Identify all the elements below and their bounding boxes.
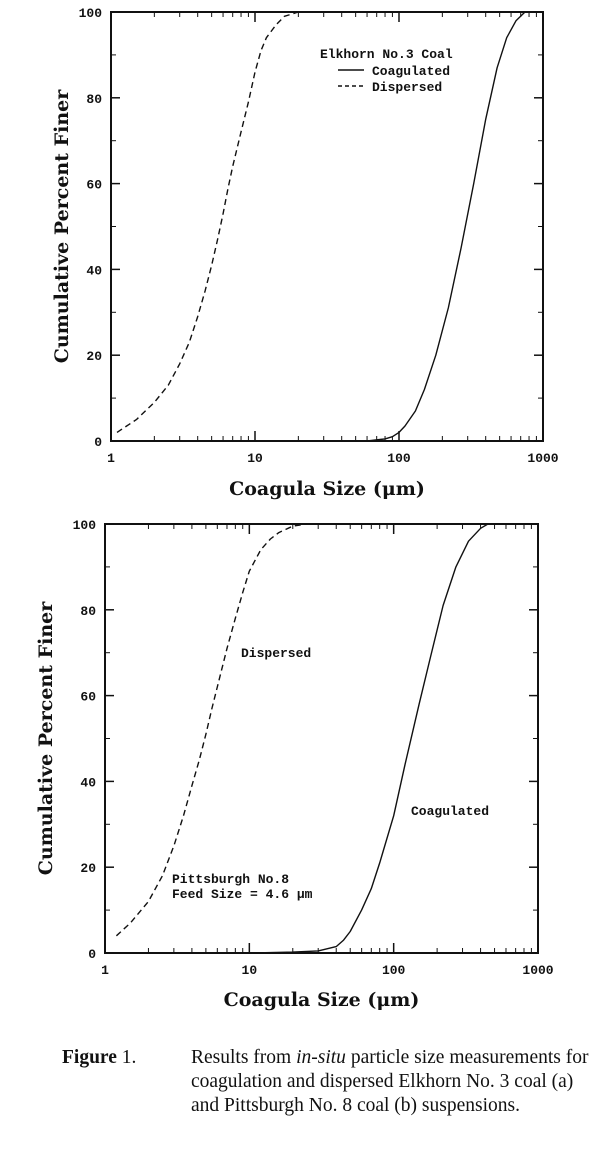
y-tick-label: 60 — [80, 690, 96, 705]
series-line-coagulated — [249, 523, 489, 954]
x-tick-label: 1000 — [522, 963, 553, 978]
caption-text: Results from in-situ particle size measu… — [191, 1046, 602, 1118]
caption-figure-number: 1. — [116, 1047, 137, 1068]
y-tick-label: 80 — [80, 604, 96, 619]
x-tick-label: 100 — [387, 451, 411, 466]
annotation-sample-name: Pittsburgh No.8 — [172, 872, 289, 887]
caption-text-end: particle size measurements for coagulati… — [191, 1047, 589, 1116]
y-axis-title: Cumulative Percent Finer — [51, 89, 73, 363]
y-tick-label: 100 — [73, 518, 97, 533]
legend-label-dispersed: Dispersed — [372, 80, 442, 95]
y-tick-label: 100 — [79, 6, 103, 21]
chart-panel-a: 0 20 40 60 80 100 1 10 100 1000 Coagula Size (μm) C… — [51, 6, 559, 500]
series-line-dispersed — [115, 523, 307, 937]
figure-caption: Figure 1. Results from in-situ particle … — [62, 1046, 602, 1118]
x-tick-label: 10 — [247, 451, 263, 466]
caption-label: Figure 1. — [62, 1046, 192, 1070]
plot-frame — [104, 523, 539, 954]
x-axis-title: Coagula Size (μm) — [229, 478, 425, 500]
label-coagulated: Coagulated — [411, 804, 489, 819]
caption-figure-word: Figure — [62, 1047, 117, 1068]
annotation-feed-size: Feed Size = 4.6 μm — [172, 887, 313, 902]
x-tick-label: 10 — [242, 963, 258, 978]
y-tick-label: 40 — [86, 263, 102, 278]
y-tick-label: 80 — [86, 92, 102, 107]
y-tick-label: 60 — [86, 178, 102, 193]
caption-italic: in-situ — [296, 1047, 346, 1068]
x-tick-label: 1 — [101, 963, 109, 978]
legend-label-coagulated: Coagulated — [372, 64, 450, 79]
y-tick-label: 20 — [80, 861, 96, 876]
legend-title: Elkhorn No.3 Coal — [320, 47, 453, 62]
y-tick-label: 20 — [86, 349, 102, 364]
y-tick-label: 0 — [94, 435, 102, 450]
series-line-dispersed — [116, 11, 299, 433]
label-dispersed: Dispersed — [241, 646, 311, 661]
y-tick-label: 40 — [80, 775, 96, 790]
x-tick-label: 1 — [107, 451, 115, 466]
y-axis-title: Cumulative Percent Finer — [35, 601, 57, 875]
caption-text-start: Results from — [191, 1047, 297, 1068]
chart-panel-b: 0 20 40 60 80 100 1 10 100 1000 Coagula Size (μm) C… — [35, 518, 554, 1011]
series-line-coagulated — [367, 11, 526, 442]
y-tick-label: 0 — [88, 947, 96, 962]
x-tick-label: 1000 — [527, 451, 558, 466]
plot-frame — [110, 11, 544, 442]
x-axis-title: Coagula Size (μm) — [224, 989, 420, 1011]
x-tick-label: 100 — [382, 963, 406, 978]
